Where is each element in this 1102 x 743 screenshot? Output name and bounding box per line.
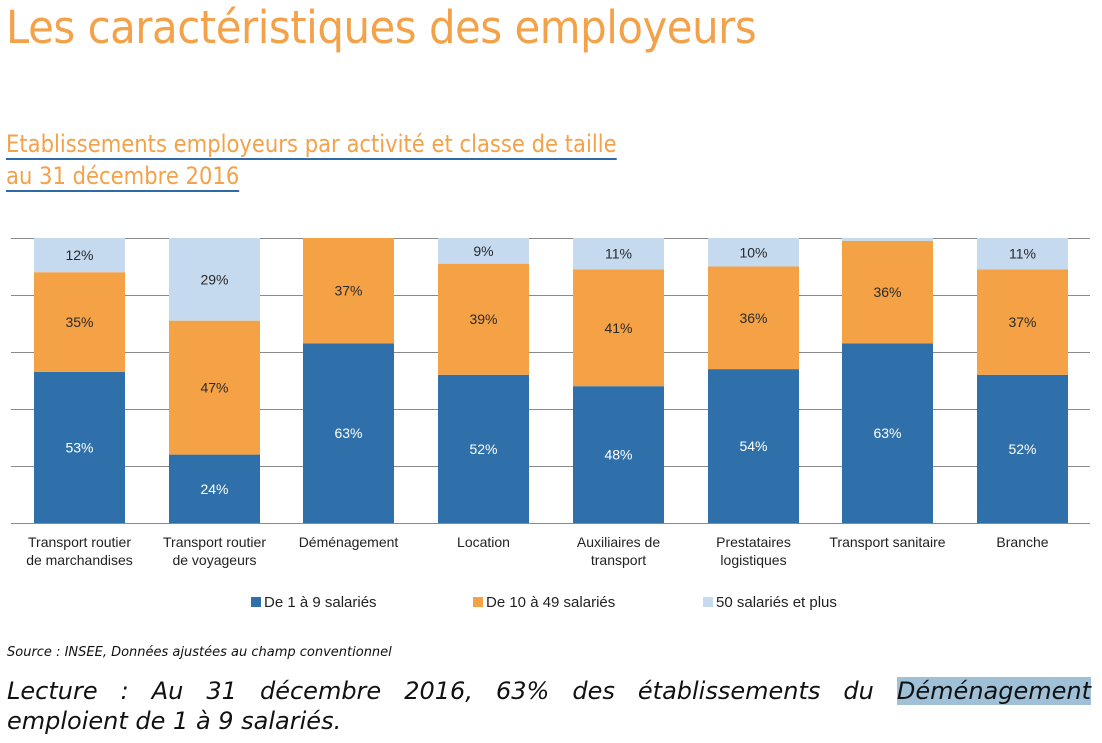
- data-label: 24%: [200, 481, 228, 497]
- bars: [34, 238, 1068, 523]
- page-title: Les caractéristiques des employeurs: [6, 1, 757, 54]
- data-label: 52%: [469, 441, 497, 457]
- x-tick-label: Location: [457, 534, 510, 550]
- x-tick-label: Déménagement: [299, 534, 399, 550]
- data-label: 39%: [469, 311, 497, 327]
- data-label: 37%: [334, 283, 362, 299]
- legend-swatch-medium: [473, 597, 483, 607]
- reading-note-line-1: Lecture : Au 31 décembre 2016, 63% des é…: [7, 676, 1091, 706]
- source-note: Source : INSEE, Données ajustées au cham…: [7, 645, 392, 660]
- data-label: 63%: [873, 425, 901, 441]
- legend-label-large: 50 salariés et plus: [716, 594, 837, 611]
- reading-note-line-2: emploient de 1 à 9 salariés.: [7, 707, 342, 735]
- bar-segment-1-9: [303, 343, 394, 523]
- bar-segment-10-49: [573, 269, 664, 387]
- bar-segment-50-plus: [708, 238, 799, 267]
- data-label: 36%: [739, 310, 767, 326]
- bar-segment-1-9: [573, 386, 664, 523]
- legend-label-small: De 1 à 9 salariés: [264, 594, 377, 611]
- data-label: 36%: [873, 284, 901, 300]
- data-label: 54%: [739, 438, 767, 454]
- data-label: 52%: [1008, 441, 1036, 457]
- subtitle-line-2: au 31 décembre 2016: [6, 162, 240, 192]
- stacked-bar-chart: 53% 35% 12% 24% 47% 29% 63% 37% 52% 39% 9% 48% 41% 11…: [11, 238, 1090, 568]
- bar-segment-10-49: [977, 269, 1068, 375]
- reading-note-text: Lecture : Au 31 décembre 2016, 63% des é…: [7, 677, 897, 705]
- legend-swatch-small: [251, 597, 261, 607]
- bar-segment-50-plus: [573, 238, 664, 270]
- bar-segment-1-9: [842, 343, 933, 523]
- data-label: 47%: [200, 380, 228, 396]
- data-label: 29%: [200, 271, 228, 287]
- legend-swatch-large: [703, 597, 713, 607]
- bar-segment-50-plus: [169, 238, 260, 321]
- data-label: 53%: [65, 439, 93, 455]
- x-tick-label: Branche: [996, 534, 1048, 550]
- x-tick-label: Transport routier de voyageurs: [163, 534, 266, 568]
- chart-subtitle: Etablissements employeurs par activité e…: [6, 128, 617, 192]
- legend-item-small: De 1 à 9 salariés: [251, 594, 377, 611]
- data-label: 11%: [605, 246, 632, 262]
- bar-segment-10-49: [438, 263, 529, 375]
- bar-segment-1-9: [169, 454, 260, 523]
- data-labels: 53% 35% 12% 24% 47% 29% 63% 37% 52% 39% 9% 48% 41% 11…: [65, 243, 1036, 497]
- data-label: 41%: [604, 320, 632, 336]
- data-label: 9%: [473, 243, 493, 259]
- bar-segment-50-plus: [977, 238, 1068, 270]
- data-label: 11%: [1009, 246, 1036, 262]
- data-label: 10%: [739, 244, 767, 260]
- data-label: 12%: [65, 247, 93, 263]
- bar-segment-10-49: [303, 238, 394, 344]
- legend-item-medium: De 10 à 49 salariés: [473, 594, 615, 611]
- legend-item-large: 50 salariés et plus: [703, 594, 837, 611]
- bar-segment-1-9: [438, 374, 529, 523]
- bar-segment-50-plus: [438, 238, 529, 264]
- bar-segment-10-49: [34, 272, 125, 372]
- x-tick-labels: Transport routier de marchandises Transpor…: [26, 534, 1049, 568]
- legend-label-medium: De 10 à 49 salariés: [486, 594, 616, 611]
- data-label: 37%: [1008, 314, 1036, 330]
- x-tick-label: Transport sanitaire: [829, 534, 945, 550]
- bar-segment-50-plus: [842, 238, 933, 241]
- highlighted-term: Déménagement: [896, 677, 1091, 705]
- bar-segment-50-plus: [34, 238, 125, 273]
- x-tick-label: Prestataires logistiques: [716, 534, 791, 568]
- bar-segment-10-49: [708, 266, 799, 370]
- x-tick-label: Transport routier de marchandises: [26, 534, 133, 568]
- x-tick-label: Auxiliaires de transport: [577, 534, 660, 568]
- subtitle-line-1: Etablissements employeurs par activité e…: [6, 130, 617, 160]
- bar-segment-1-9: [708, 369, 799, 523]
- bar-segment-1-9: [977, 374, 1068, 523]
- data-label: 35%: [65, 314, 93, 330]
- bar-segment-1-9: [34, 371, 125, 523]
- reading-note: Lecture : Au 31 décembre 2016, 63% des é…: [7, 676, 1091, 736]
- bar-segment-10-49: [169, 320, 260, 455]
- data-label: 63%: [334, 425, 362, 441]
- bar-segment-10-49: [842, 240, 933, 344]
- data-label: 48%: [604, 447, 632, 463]
